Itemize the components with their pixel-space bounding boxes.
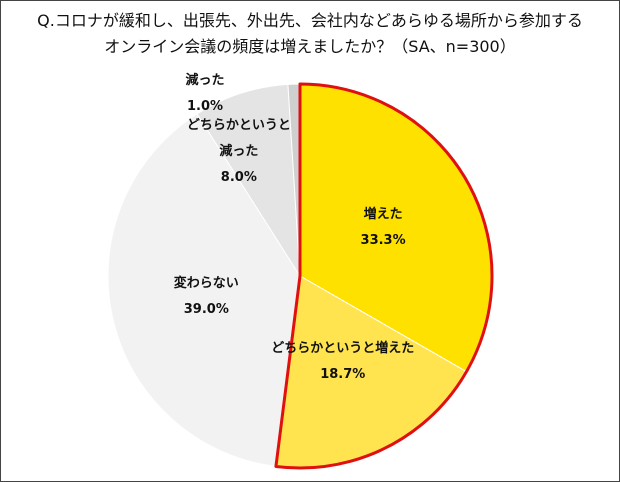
slice-label: どちらかというと増えた 18.7% [271, 336, 414, 388]
highlight-outline [274, 82, 494, 470]
pie-slice [107, 113, 301, 468]
value-label: 39.0% [183, 301, 229, 317]
slice-label: 変わらない 39.0% [174, 271, 239, 323]
slice-label: 減った 1.0% [185, 68, 224, 120]
chart-title: Q.コロナが緩和し、出張先、外出先、会社内などあらゆる場所から参加する オンライ… [37, 11, 583, 56]
slice-label: 増えた 33.3% [361, 202, 406, 254]
slice-label: どちらかというと 減った 8.0% [187, 113, 291, 191]
pie-slice [196, 83, 301, 277]
value-label: 8.0% [220, 170, 257, 186]
category-label: どちらかというと 減った [186, 118, 291, 160]
category-label: 減った [185, 73, 225, 88]
category-label: どちらかというと増えた [271, 340, 415, 356]
category-label: 増えた [363, 206, 403, 222]
value-label: 1.0% [186, 99, 224, 114]
value-label: 33.3% [360, 232, 406, 248]
category-label: 変わらない [173, 275, 239, 291]
value-label: 18.7% [320, 366, 366, 382]
